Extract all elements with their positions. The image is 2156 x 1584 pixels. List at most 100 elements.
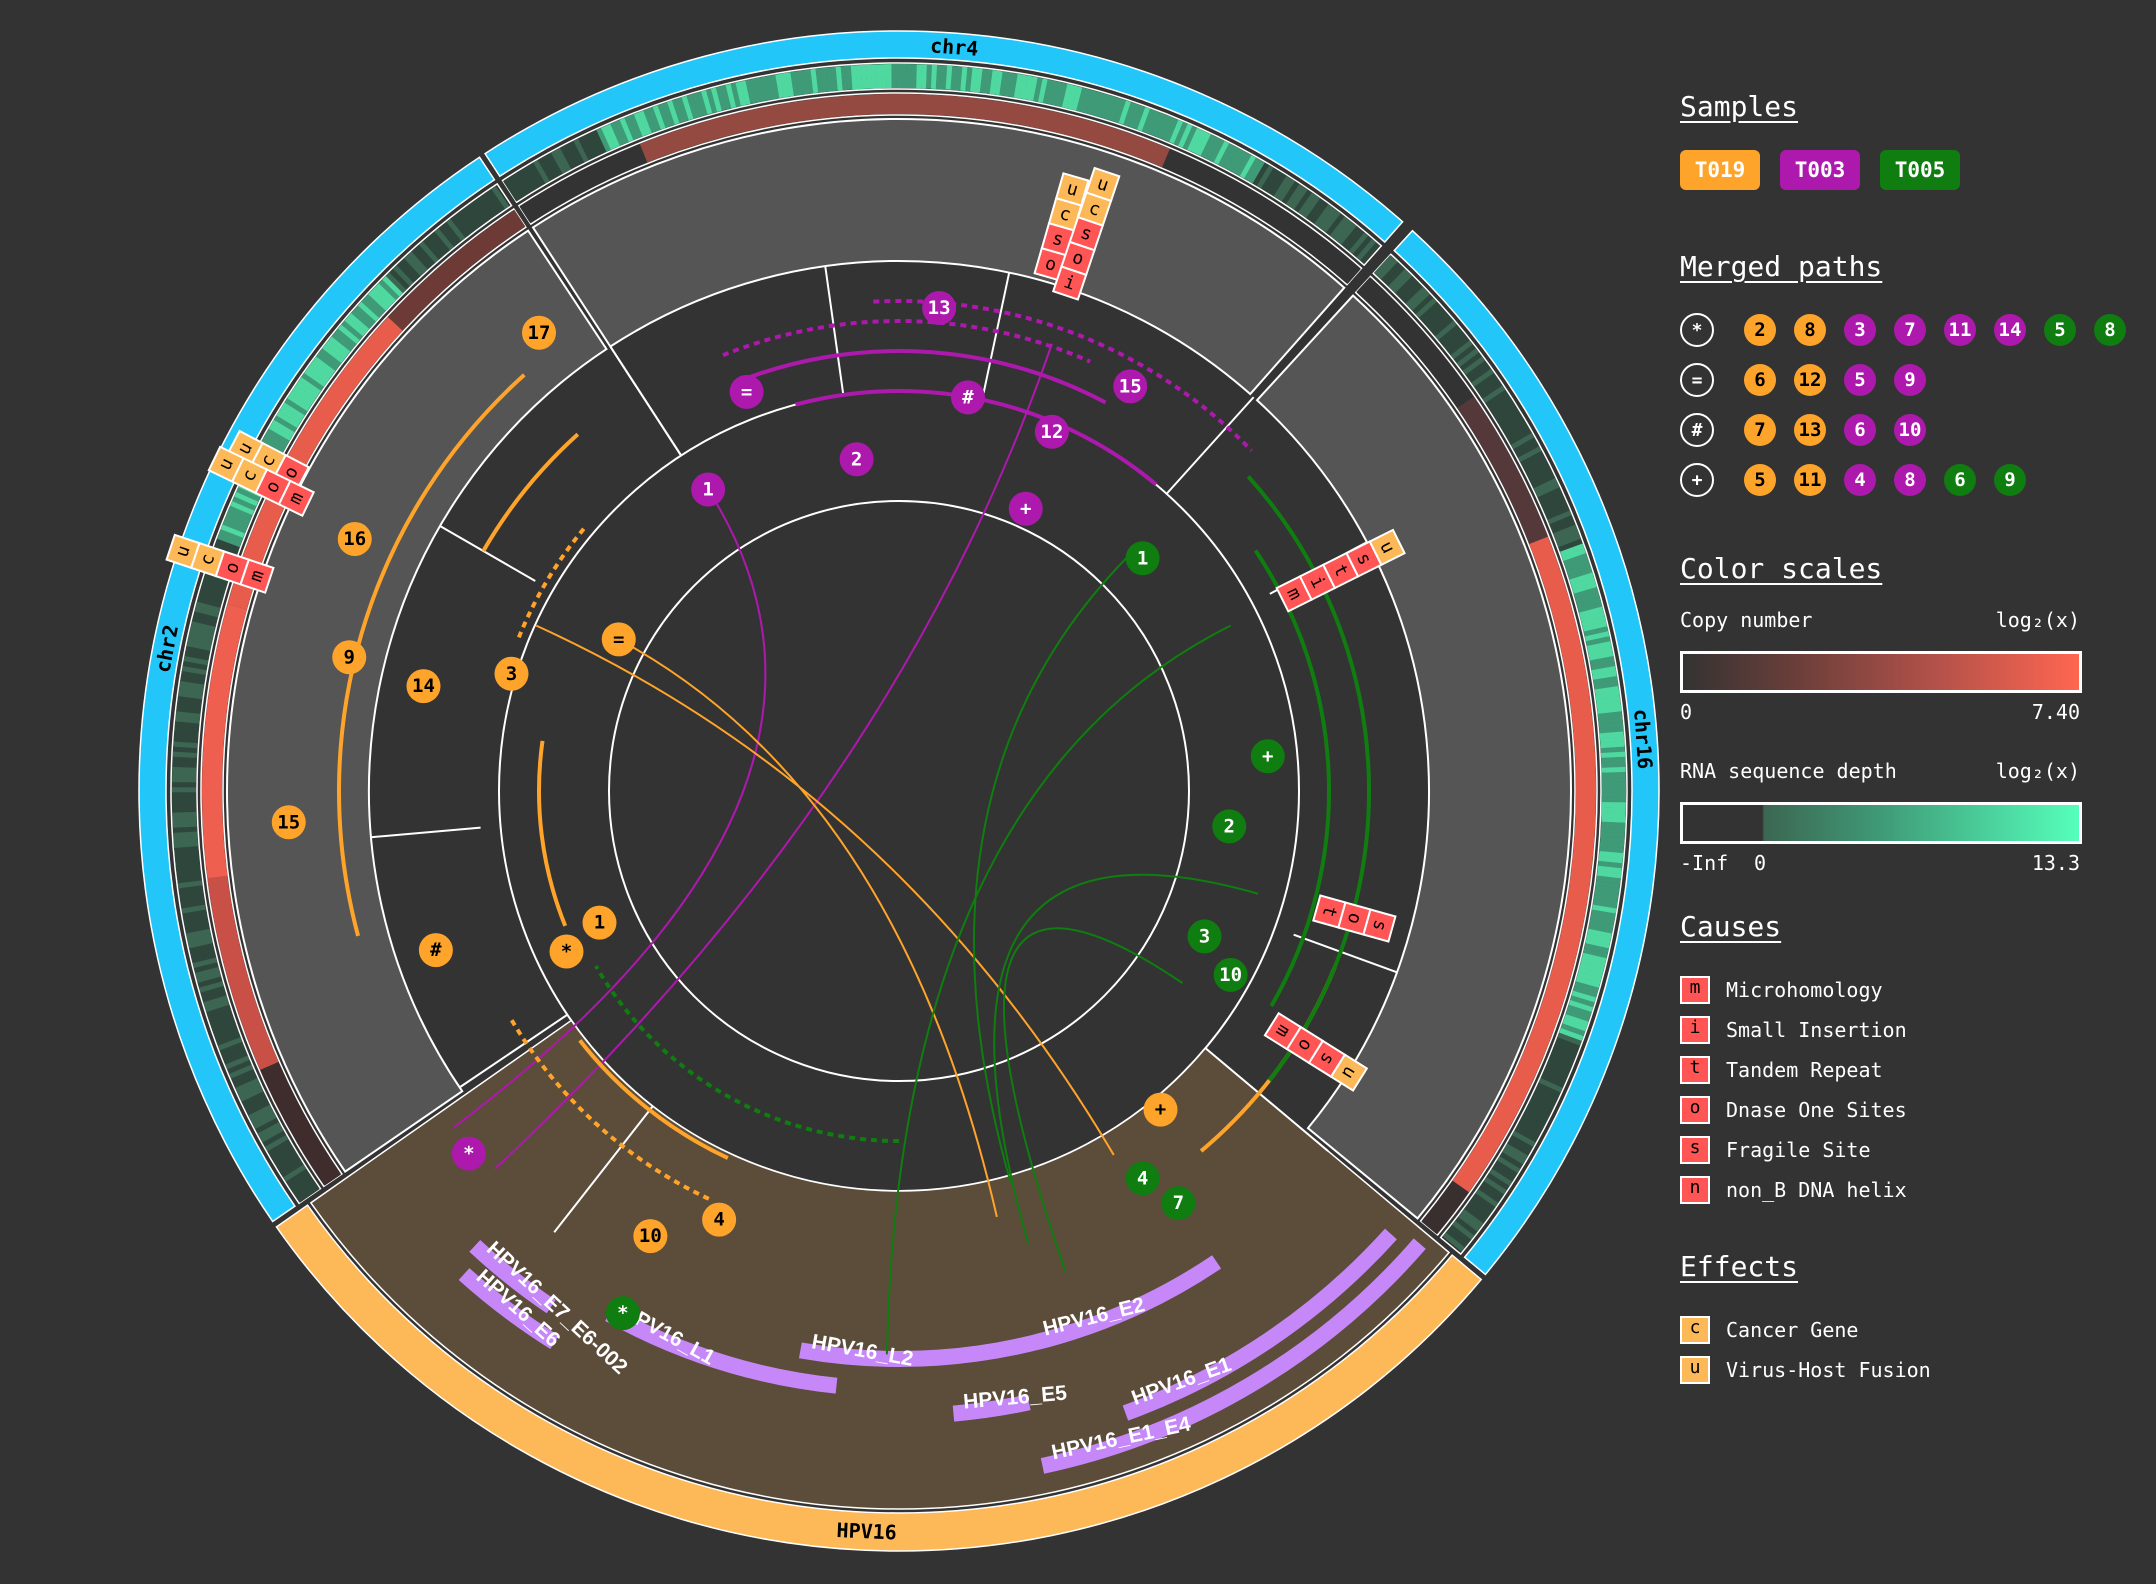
fusion-chord[interactable]: [453, 488, 767, 1129]
merged-path-badge[interactable]: 13: [1794, 414, 1826, 446]
merged-path-badge[interactable]: 5: [1844, 364, 1876, 396]
path-marker-T019[interactable]: 15: [271, 805, 306, 840]
path-marker-T003[interactable]: =: [729, 374, 764, 409]
chromosome-chr16[interactable]: chr16: [1255, 229, 1660, 1276]
path-marker-T005[interactable]: 3: [1187, 919, 1222, 954]
sample-T005[interactable]: T005: [1880, 150, 1960, 190]
path-marker-T005[interactable]: 1: [1125, 541, 1160, 576]
path-marker-T005[interactable]: 4: [1125, 1161, 1160, 1196]
fusion-chord[interactable]: [1003, 927, 1184, 1273]
sample-T003[interactable]: T003: [1780, 150, 1860, 190]
path-marker-T019[interactable]: 3: [494, 656, 529, 691]
rna-segment: [438, 225, 458, 247]
path-marker-T003[interactable]: 1: [691, 472, 726, 507]
merged-path-badge[interactable]: 8: [1894, 464, 1926, 496]
merged-path-badge[interactable]: 9: [1894, 364, 1926, 396]
gene-bar[interactable]: [1122, 1228, 1397, 1421]
merged-path-badge[interactable]: 12: [1794, 364, 1826, 396]
path-marker-T003[interactable]: *: [451, 1136, 486, 1171]
gene-bar[interactable]: [458, 1268, 559, 1350]
path-marker-T003[interactable]: 15: [1113, 369, 1148, 404]
merged-path-badge[interactable]: 5: [1744, 464, 1776, 496]
merged-path-badge[interactable]: 4: [1844, 464, 1876, 496]
merged-path-badge[interactable]: 2: [1744, 314, 1776, 346]
merged-path-badge[interactable]: 14: [1994, 314, 2026, 346]
path-segment[interactable]: [1246, 475, 1371, 1082]
rna-segment: [195, 601, 221, 613]
path-marker-T019[interactable]: 10: [633, 1219, 668, 1254]
rna-segment: [984, 69, 993, 94]
path-marker-T019[interactable]: 1: [582, 905, 617, 940]
merged-path-badge[interactable]: 8: [2094, 314, 2126, 346]
merged-path-badge[interactable]: 11: [1794, 464, 1826, 496]
path-marker-T019[interactable]: #: [418, 933, 453, 968]
annotation-stack[interactable]: sot: [1312, 894, 1397, 943]
fusion-chord[interactable]: [885, 624, 1232, 1355]
path-marker-T019[interactable]: 16: [337, 522, 372, 556]
gene-bar[interactable]: [1040, 1238, 1426, 1474]
chromosome-chr4[interactable]: chr4: [484, 30, 1404, 396]
path-segment[interactable]: [578, 1039, 729, 1160]
path-marker-T019[interactable]: +: [1143, 1092, 1178, 1127]
fusion-chord[interactable]: [494, 343, 1053, 1170]
merged-symbol[interactable]: =: [1680, 363, 1714, 397]
path-marker-T003[interactable]: 12: [1034, 414, 1069, 449]
merged-symbol[interactable]: +: [1680, 463, 1714, 497]
merged-path-badge[interactable]: 5: [2044, 314, 2076, 346]
fusion-chord[interactable]: [618, 638, 998, 1218]
merged-path-badge[interactable]: 10: [1894, 414, 1926, 446]
path-marker-T019[interactable]: =: [601, 622, 636, 657]
gene-bar[interactable]: [469, 1240, 556, 1314]
path-segment[interactable]: [794, 389, 1158, 487]
path-marker-T019[interactable]: *: [549, 934, 584, 969]
merged-path-badge[interactable]: 6: [1844, 414, 1876, 446]
merged-path-badge[interactable]: 7: [1894, 314, 1926, 346]
path-segment[interactable]: [481, 432, 580, 553]
path-marker-T005[interactable]: 10: [1213, 957, 1248, 992]
causes-key: s: [1680, 1136, 1710, 1164]
merged-symbol[interactable]: *: [1680, 313, 1714, 347]
path-marker-T003[interactable]: #: [951, 380, 985, 415]
path-segment[interactable]: [507, 1014, 710, 1201]
fusion-chord[interactable]: [535, 624, 1115, 1156]
path-marker-T003[interactable]: 2: [839, 442, 874, 477]
path-marker-T019[interactable]: 14: [406, 669, 441, 704]
merged-path-badge[interactable]: 8: [1794, 314, 1826, 346]
merged-path-badge[interactable]: 7: [1744, 414, 1776, 446]
path-segment[interactable]: [722, 319, 1091, 364]
chromosome-HPV16[interactable]: HPV16: [275, 1019, 1483, 1552]
merged-path-badge[interactable]: 11: [1944, 314, 1976, 346]
merged-symbol[interactable]: #: [1680, 413, 1714, 447]
merged-path-badge[interactable]: 9: [1994, 464, 2026, 496]
marker-label: 15: [1119, 375, 1142, 397]
path-marker-T005[interactable]: *: [605, 1296, 640, 1331]
path-marker-T005[interactable]: +: [1250, 739, 1285, 774]
path-marker-T019[interactable]: 17: [522, 315, 556, 350]
merged-path-badge[interactable]: 6: [1744, 364, 1776, 396]
merged-path-badge[interactable]: 3: [1844, 314, 1876, 346]
gene-bar[interactable]: [952, 1394, 1031, 1422]
path-marker-T019[interactable]: 9: [332, 640, 367, 675]
rna-segment: [1137, 106, 1151, 132]
fusion-chord[interactable]: [973, 556, 1129, 1183]
sample-T019[interactable]: T019: [1680, 150, 1760, 190]
path-marker-T005[interactable]: 7: [1161, 1186, 1196, 1221]
path-segment[interactable]: [733, 349, 1107, 405]
path-marker-T019[interactable]: 4: [702, 1202, 737, 1237]
path-segment[interactable]: [537, 740, 568, 927]
path-marker-T003[interactable]: +: [1008, 491, 1043, 526]
path-marker-T005[interactable]: 2: [1212, 809, 1247, 844]
path-marker-T003[interactable]: 13: [922, 291, 957, 325]
fusion-chord[interactable]: [993, 873, 1259, 1245]
path-segment[interactable]: [1253, 549, 1331, 1007]
rna-segment: [466, 203, 485, 226]
gene-bar[interactable]: [1034, 1255, 1222, 1350]
path-segment[interactable]: [517, 526, 587, 639]
path-segment[interactable]: [337, 373, 526, 937]
merged-path-badge[interactable]: 6: [1944, 464, 1976, 496]
